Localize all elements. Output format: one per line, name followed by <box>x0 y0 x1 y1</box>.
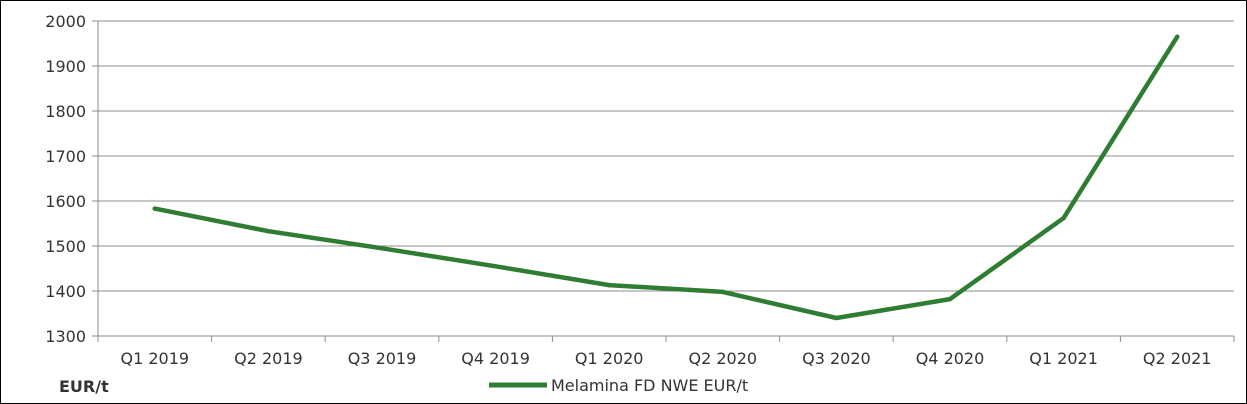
series-lines <box>152 34 1180 321</box>
data-point <box>266 228 271 234</box>
y-tick-label: 1900 <box>45 57 86 76</box>
x-tick-label: Q3 2020 <box>802 349 871 368</box>
x-tick-label: Q3 2019 <box>348 349 417 368</box>
data-point <box>607 282 612 288</box>
data-point <box>152 206 157 211</box>
x-axis <box>97 21 1235 342</box>
x-tick-label: Q1 2020 <box>575 349 644 368</box>
x-tick-label: Q2 2020 <box>689 349 758 368</box>
x-tick-label: Q1 2019 <box>121 349 190 368</box>
x-tick-label: Q4 2019 <box>461 349 530 368</box>
y-tick-label: 1600 <box>45 192 86 211</box>
y-tick-label: 1300 <box>45 327 86 346</box>
data-point <box>834 315 839 321</box>
y-tick-label: 2000 <box>45 12 86 31</box>
x-tick-label: Q2 2019 <box>234 349 303 368</box>
x-axis-ticks: Q1 2019 Q2 2019 Q3 2019 Q4 2019 Q1 2020 Q2 20… <box>121 349 1212 368</box>
legend: Melamina FD NWE EUR/t <box>489 376 748 395</box>
legend-label: Melamina FD NWE EUR/t <box>551 376 748 395</box>
y-tick-label: 1700 <box>45 147 86 166</box>
y-axis-unit-label: EUR/t <box>59 377 109 396</box>
data-point <box>1061 215 1066 221</box>
data-point <box>947 296 953 302</box>
y-tick-label: 1400 <box>45 282 86 301</box>
x-tick-label: Q4 2020 <box>916 349 985 368</box>
x-tick-label: Q1 2021 <box>1029 349 1098 368</box>
gridlines <box>92 20 1234 337</box>
y-tick-label: 1500 <box>45 237 86 256</box>
series-line <box>152 34 1180 321</box>
data-point <box>379 246 385 251</box>
y-axis-ticks: 1300 1400 1500 1600 1700 1800 1900 2000 <box>45 12 86 346</box>
data-point <box>720 289 725 295</box>
y-tick-label: 1800 <box>45 102 86 121</box>
data-point <box>493 264 498 269</box>
data-point <box>1175 34 1180 39</box>
x-tick-label: Q2 2021 <box>1143 349 1212 368</box>
